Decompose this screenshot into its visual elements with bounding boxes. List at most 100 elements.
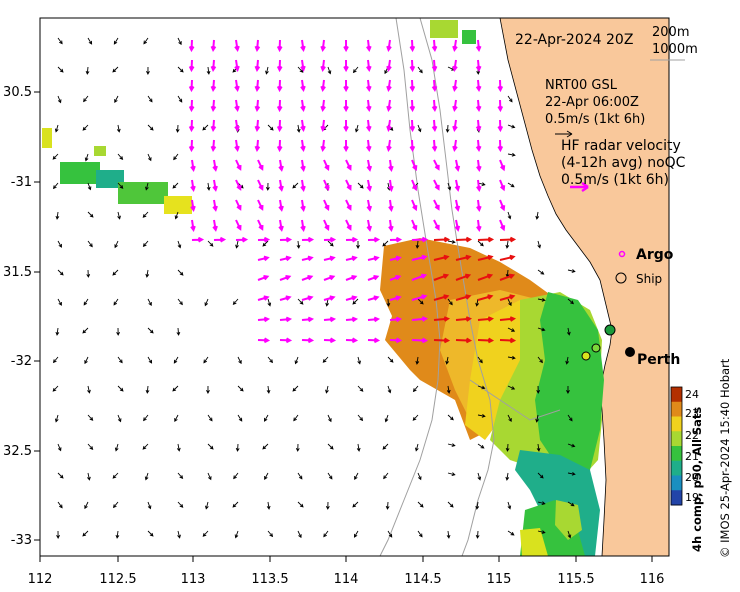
current-arrow	[412, 385, 419, 393]
current-arrow	[145, 385, 150, 394]
current-arrow	[265, 66, 269, 75]
current-arrow	[52, 385, 59, 392]
x-tick-label: 113.5	[251, 572, 289, 587]
current-arrow	[146, 66, 150, 75]
x-tick-label: 116	[639, 572, 665, 587]
current-arrow	[202, 530, 209, 537]
ship-marker[interactable]	[591, 343, 601, 353]
current-arrow	[279, 255, 292, 262]
hf-legend-line1: HF radar velocity	[561, 138, 681, 154]
current-arrow	[235, 159, 242, 171]
current-arrow	[323, 219, 330, 232]
current-arrow	[537, 298, 546, 302]
current-arrow	[409, 139, 416, 153]
current-arrow	[320, 139, 326, 152]
markers	[581, 324, 635, 361]
nrt-legend-line3: 0.5m/s (1kt 6h)	[545, 112, 646, 127]
current-arrow	[87, 240, 93, 248]
current-arrow	[114, 443, 119, 452]
current-arrow	[87, 443, 94, 450]
x-tick-label: 114	[333, 572, 359, 587]
colorbar-tick: 19	[685, 491, 699, 504]
current-arrow	[86, 269, 91, 278]
current-arrow	[411, 294, 428, 301]
current-arrow	[367, 337, 381, 344]
current-arrow	[411, 254, 428, 261]
current-arrow	[507, 182, 515, 188]
current-arrow	[352, 501, 359, 508]
current-arrow	[207, 472, 212, 481]
current-arrow	[202, 124, 209, 131]
axis-ticks	[34, 91, 653, 562]
current-arrow	[431, 119, 438, 133]
current-arrow	[279, 236, 293, 243]
current-arrow	[475, 501, 480, 510]
colorbar-tick: 23	[685, 407, 699, 420]
current-arrow	[188, 79, 195, 93]
current-arrow	[411, 337, 429, 344]
current-arrow	[143, 414, 149, 422]
current-arrow	[567, 530, 572, 539]
current-arrow	[343, 119, 349, 133]
current-arrow	[210, 99, 217, 113]
current-arrow	[191, 236, 205, 243]
current-arrow	[300, 59, 306, 72]
current-arrow	[386, 139, 392, 152]
plot-frame	[39, 17, 670, 557]
current-arrow	[276, 119, 283, 133]
current-arrow	[367, 316, 381, 323]
map-timestamp: 22-Apr-2024 20Z	[515, 32, 634, 48]
current-arrow	[536, 443, 541, 452]
current-arrow	[278, 219, 284, 232]
argo-float[interactable]	[604, 324, 616, 336]
current-arrow	[567, 501, 575, 507]
current-arrow	[320, 119, 326, 132]
current-arrow	[147, 530, 154, 537]
current-arrow	[325, 385, 329, 394]
current-arrow	[116, 124, 121, 133]
current-arrow	[327, 240, 334, 247]
current-arrow	[477, 413, 486, 418]
current-arrow	[176, 443, 181, 452]
current-arrow	[300, 219, 306, 232]
current-arrow	[411, 236, 429, 243]
current-arrow	[452, 79, 458, 92]
current-arrow	[505, 240, 510, 249]
current-arrow	[507, 327, 516, 332]
current-arrow	[254, 99, 261, 113]
current-arrow	[345, 337, 359, 344]
current-arrow	[447, 414, 454, 421]
current-arrow	[454, 159, 461, 172]
current-arrow	[188, 99, 195, 113]
current-arrow	[147, 298, 152, 306]
current-arrow	[433, 273, 450, 281]
ship-marker[interactable]	[581, 351, 591, 361]
current-arrow	[387, 356, 394, 363]
current-arrow	[300, 79, 306, 92]
current-arrow	[188, 119, 195, 133]
current-arrow	[409, 99, 416, 113]
current-arrow	[417, 124, 422, 133]
colorbar-swatch	[671, 490, 682, 506]
current-arrow	[112, 269, 119, 276]
current-arrow	[84, 356, 89, 365]
current-arrow	[433, 179, 440, 191]
current-arrow	[354, 124, 359, 133]
current-arrow	[537, 472, 544, 479]
current-arrow	[455, 316, 473, 322]
current-arrow	[366, 219, 373, 232]
hf-legend-line2: (4-12h avg) noQC	[561, 155, 686, 171]
current-arrow	[237, 356, 242, 365]
current-arrow	[117, 414, 122, 423]
current-arrow	[477, 385, 486, 390]
current-arrow	[411, 273, 428, 281]
current-arrow	[117, 356, 123, 364]
current-arrow	[145, 269, 150, 278]
nrt-legend-arrow	[555, 130, 573, 138]
current-arrow	[207, 443, 214, 450]
current-arrow	[52, 182, 59, 190]
colorbar-swatch	[671, 431, 682, 447]
current-arrow	[387, 385, 392, 394]
colorbar-swatch	[671, 387, 682, 403]
